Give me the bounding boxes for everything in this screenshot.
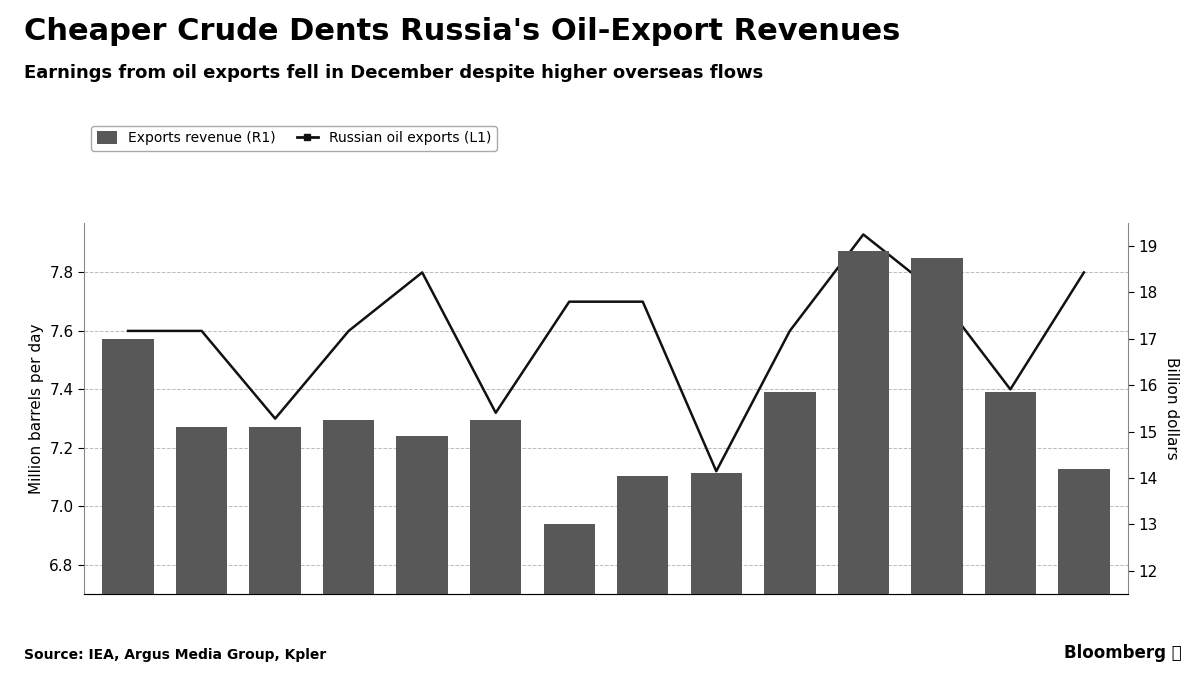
Text: Cheaper Crude Dents Russia's Oil-Export Revenues: Cheaper Crude Dents Russia's Oil-Export … bbox=[24, 17, 900, 46]
Bar bbox=[176, 427, 227, 675]
Text: Bloomberg ⓔ: Bloomberg ⓔ bbox=[1064, 643, 1182, 662]
Bar bbox=[102, 339, 154, 675]
Bar bbox=[250, 427, 301, 675]
Text: Source: IEA, Argus Media Group, Kpler: Source: IEA, Argus Media Group, Kpler bbox=[24, 647, 326, 662]
Bar bbox=[617, 476, 668, 675]
Bar bbox=[985, 392, 1036, 675]
Bar bbox=[1058, 468, 1110, 675]
Legend: Exports revenue (R1), Russian oil exports (L1): Exports revenue (R1), Russian oil export… bbox=[91, 126, 497, 151]
Bar bbox=[838, 250, 889, 675]
Bar bbox=[323, 420, 374, 675]
Text: Earnings from oil exports fell in December despite higher overseas flows: Earnings from oil exports fell in Decemb… bbox=[24, 64, 763, 82]
Bar bbox=[396, 436, 448, 675]
Y-axis label: Million barrels per day: Million barrels per day bbox=[29, 323, 43, 493]
Bar bbox=[690, 473, 742, 675]
Bar bbox=[764, 392, 816, 675]
Y-axis label: Billion dollars: Billion dollars bbox=[1164, 357, 1178, 460]
Bar bbox=[544, 524, 595, 675]
Bar bbox=[911, 258, 962, 675]
Bar bbox=[470, 420, 522, 675]
